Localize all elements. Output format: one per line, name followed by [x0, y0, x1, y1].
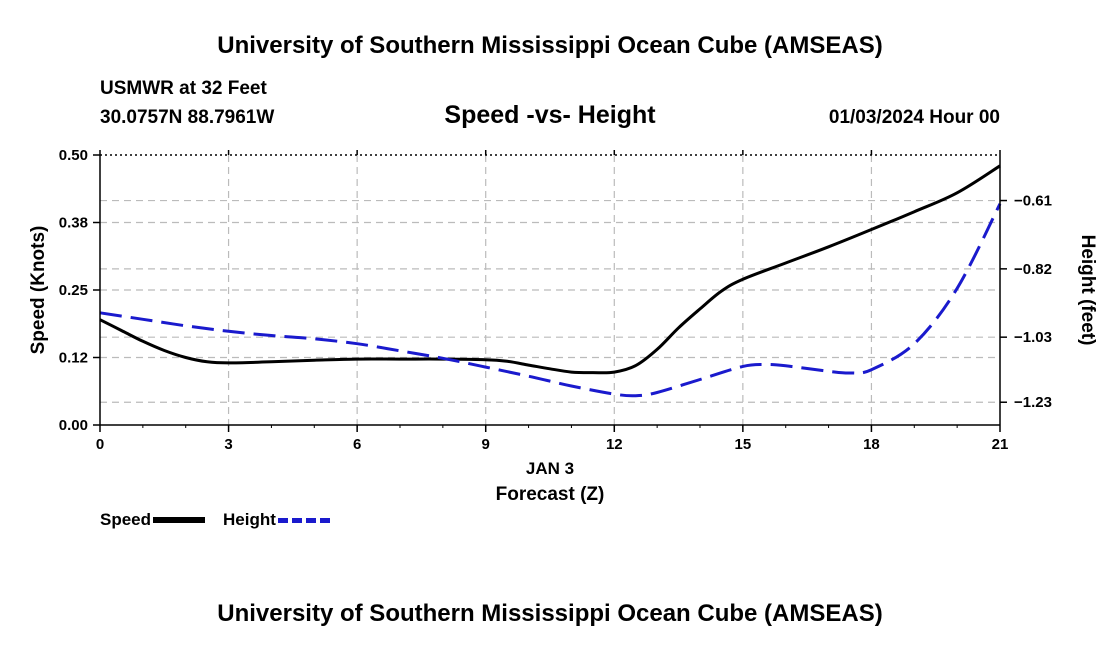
legend: Speed Height: [100, 510, 330, 530]
grid-layer: [100, 155, 1000, 425]
chart-title: Speed -vs- Height: [444, 101, 656, 129]
x-tick-label: 3: [224, 436, 232, 453]
y2-tick-label: −1.03: [1014, 329, 1052, 346]
coordinates-label: 30.0757N 88.7961W: [100, 107, 275, 128]
datetime-label: 01/03/2024 Hour 00: [828, 107, 1000, 128]
legend-speed-label: Speed: [100, 510, 152, 529]
y-tick-label: 0.38: [59, 215, 88, 232]
x-tick-label: 6: [353, 436, 361, 453]
x-tick-label: 18: [863, 436, 880, 453]
y-tick-label: 0.25: [59, 282, 88, 299]
y-axis-label: Speed (Knots): [28, 226, 49, 355]
station-label: USMWR at 32 Feet: [100, 78, 267, 99]
y-tick-label: 0.12: [59, 350, 88, 367]
y2-tick-label: −0.61: [1014, 193, 1052, 210]
x-tick-label: 21: [992, 436, 1009, 453]
y2-tick-label: −0.82: [1014, 261, 1052, 278]
x-tick-label: 15: [735, 436, 752, 453]
axis-layer: 0 3 6 9 12 15 18 21 0.00 0.12 0.25 0.38 0.50 −1.23 −1.…: [59, 147, 1052, 453]
labels-layer: JAN 3 Forecast (Z) Speed (Knots) Height …: [28, 226, 1098, 505]
x-tick-label: 0: [96, 436, 104, 453]
chart-main-title: University of Southern Mississippi Ocean…: [217, 32, 883, 59]
legend-height-swatch: [277, 517, 330, 523]
y2-axis-label: Height (feet): [1077, 235, 1098, 346]
footer-title: University of Southern Mississippi Ocean…: [217, 600, 883, 627]
height-series-line: [99, 203, 1002, 398]
speed-series-line: [99, 164, 1001, 375]
y2-tick-label: −1.23: [1014, 394, 1052, 411]
x-date-label: JAN 3: [526, 459, 574, 478]
x-tick-label: 9: [482, 436, 490, 453]
x-tick-label: 12: [606, 436, 623, 453]
series-layer: [99, 164, 1002, 398]
x-axis-label: Forecast (Z): [496, 484, 605, 505]
y-tick-label: 0.50: [59, 147, 88, 164]
y-tick-label: 0.00: [59, 417, 88, 434]
legend-height-label: Height: [223, 510, 276, 529]
legend-speed-swatch: [153, 517, 206, 523]
